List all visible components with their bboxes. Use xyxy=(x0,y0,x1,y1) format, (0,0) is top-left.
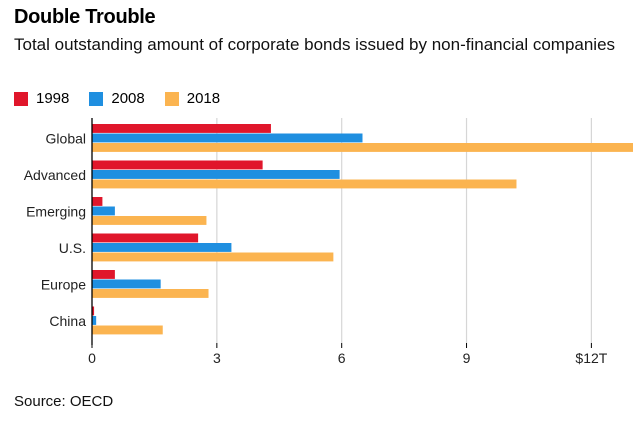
bar-global-2018 xyxy=(92,143,633,152)
bar-emerging-2018 xyxy=(92,216,207,225)
bar-emerging-2008 xyxy=(92,206,115,216)
bar-us-2018 xyxy=(92,252,334,262)
bar-china-2008 xyxy=(92,316,97,325)
bar-us-1998 xyxy=(92,233,199,243)
bar-global-2008 xyxy=(92,133,363,143)
legend-swatch-2008 xyxy=(89,91,104,106)
bar-china-1998 xyxy=(92,306,95,316)
legend-item-1998: 1998 xyxy=(14,90,69,107)
category-label-emerging: Emerging xyxy=(26,203,86,219)
category-label-china: China xyxy=(49,313,86,329)
x-tick-label-9: 9 xyxy=(463,350,471,366)
chart-title: Double Trouble xyxy=(14,6,156,28)
legend-item-2018: 2018 xyxy=(164,90,221,107)
bar-us-2008 xyxy=(92,243,232,252)
legend-label-2008: 2008 xyxy=(111,90,145,107)
x-tick-label-12: $12T xyxy=(575,350,607,366)
legend-label-1998: 1998 xyxy=(36,90,70,107)
legend-item-2008: 2008 xyxy=(89,90,145,107)
x-tick-label-6: 6 xyxy=(338,350,346,366)
x-tick-label-0: 0 xyxy=(88,350,96,366)
bar-europe-1998 xyxy=(92,270,115,279)
legend-swatch-1998 xyxy=(14,91,28,106)
bar-global-1998 xyxy=(92,124,271,133)
bar-advanced-2018 xyxy=(92,179,517,189)
bar-china-2018 xyxy=(92,325,163,335)
bar-advanced-1998 xyxy=(92,160,263,170)
x-tick-label-3: 3 xyxy=(213,350,221,366)
legend: 1998 2008 2018 xyxy=(14,90,240,107)
legend-swatch-2018 xyxy=(164,91,179,106)
bar-emerging-1998 xyxy=(92,197,103,206)
category-label-europe: Europe xyxy=(41,276,86,292)
bar-europe-2018 xyxy=(92,289,209,298)
category-label-global: Global xyxy=(46,130,86,146)
bar-europe-2008 xyxy=(92,279,161,289)
bar-advanced-2008 xyxy=(92,170,340,179)
category-label-us: U.S. xyxy=(59,240,86,256)
legend-label-2018: 2018 xyxy=(186,90,221,107)
source-note: Source: OECD xyxy=(14,393,114,410)
chart-subtitle: Total outstanding amount of corporate bo… xyxy=(14,35,616,54)
category-label-advanced: Advanced xyxy=(24,167,86,183)
